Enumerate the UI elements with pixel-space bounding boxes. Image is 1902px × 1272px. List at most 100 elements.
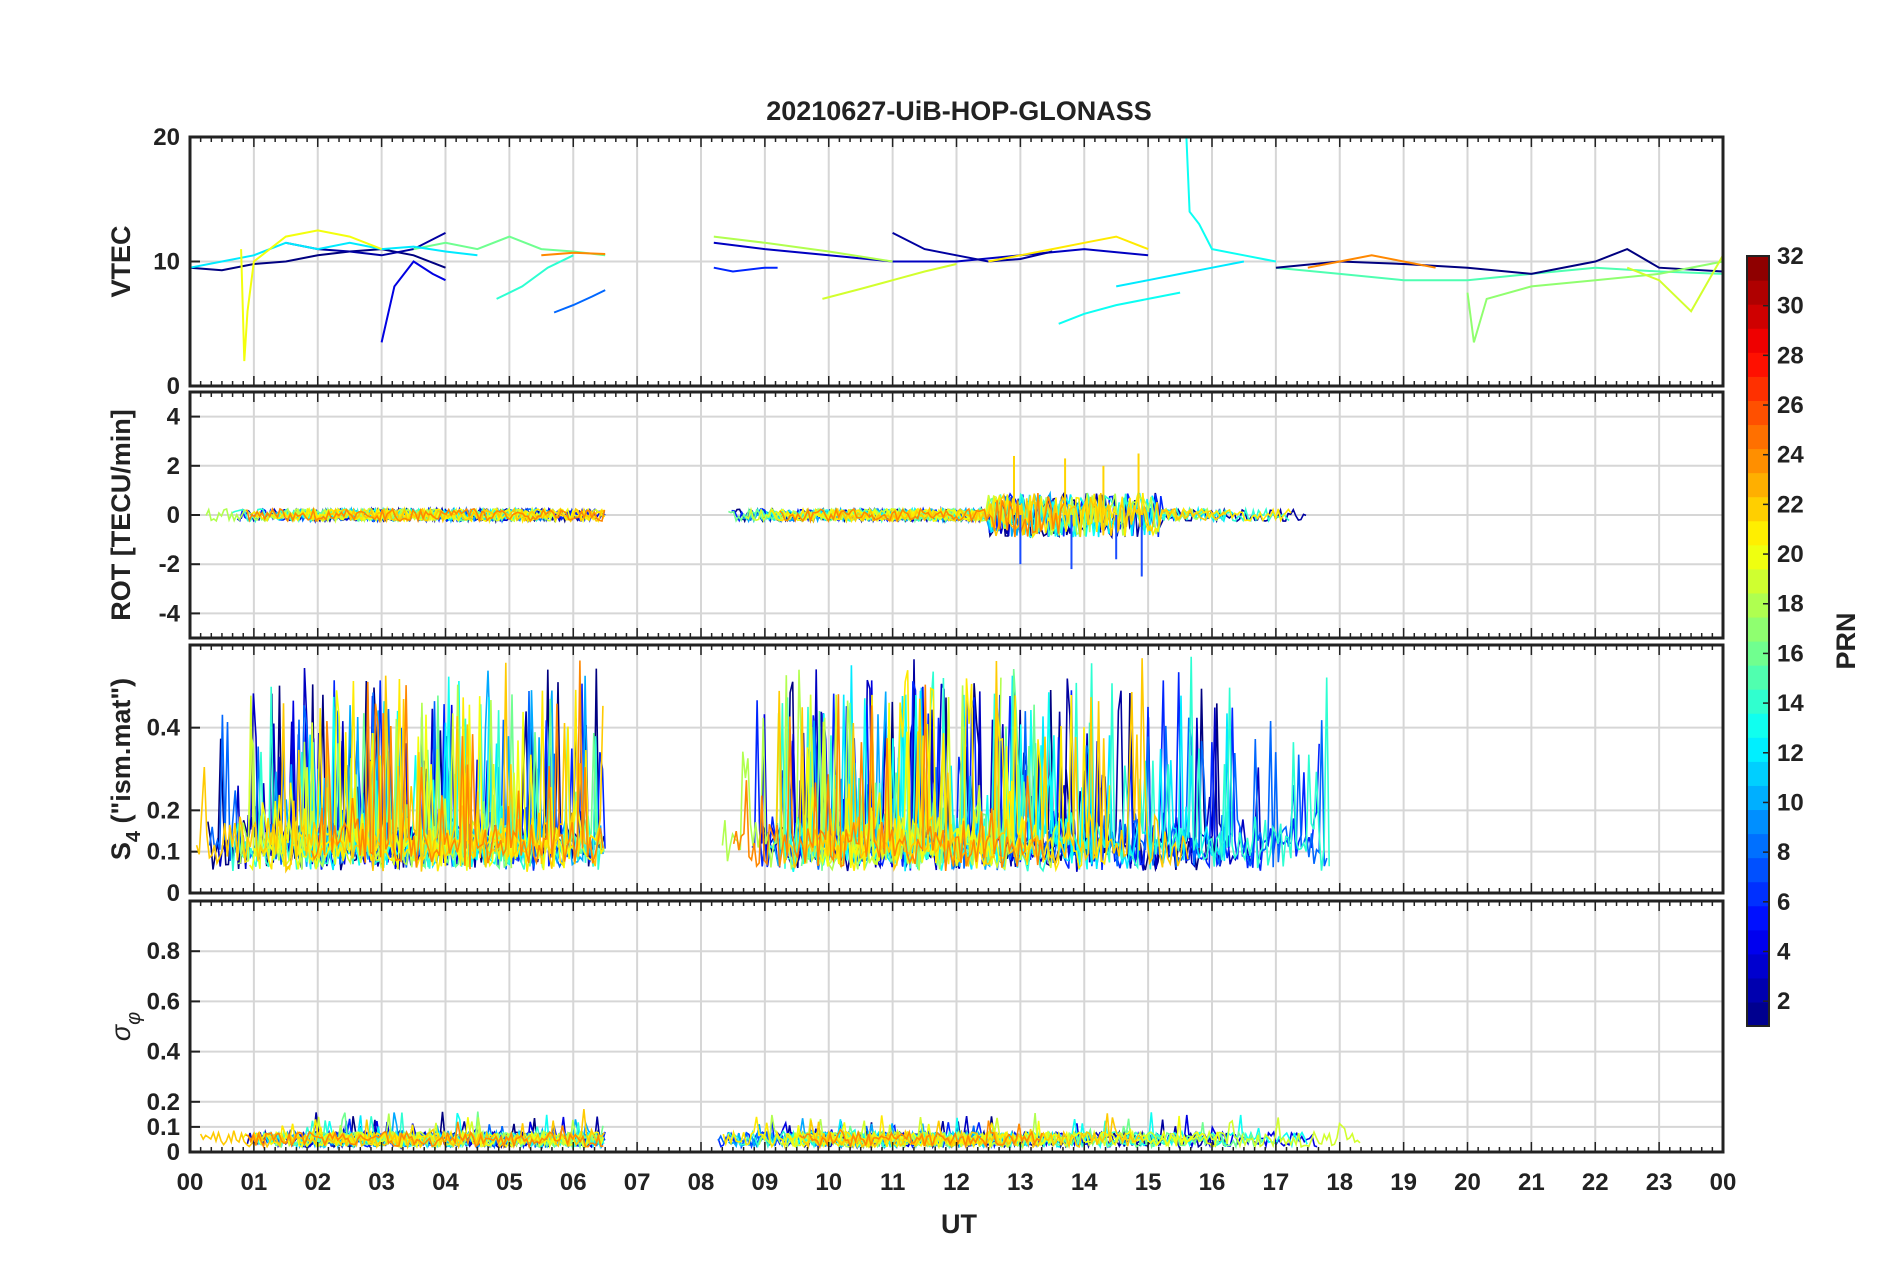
colorbar-swatch [1747, 256, 1769, 281]
y-tick-label: 0.1 [147, 839, 180, 866]
series-line-prn-19 [822, 263, 957, 300]
y-tick-label: 10 [153, 249, 180, 276]
colorbar-label: PRN [1831, 612, 1861, 669]
y-axis-label-subscript: 4 [123, 830, 145, 842]
colorbar-tick-label: 30 [1777, 293, 1804, 320]
colorbar-swatch [1747, 328, 1769, 353]
series-line-prn-13 [1058, 291, 1181, 325]
colorbar-swatch [1747, 400, 1769, 426]
colorbar-swatch [1747, 544, 1769, 570]
series-group [189, 136, 1724, 362]
colorbar-swatch [1747, 785, 1769, 811]
y-tick-label: 0.4 [147, 1039, 181, 1066]
colorbar-tick-label: 10 [1777, 789, 1804, 816]
colorbar-swatch [1747, 809, 1769, 835]
series-line-prn-19 [1626, 254, 1724, 313]
y-tick-label: 20 [153, 124, 180, 151]
x-tick-label: 11 [880, 1169, 905, 1196]
colorbar-tick-label: 32 [1777, 243, 1804, 270]
x-tick-labels: 00 01 02 03 04 05 06 07 08 09 10 11 12 13 14 15 16 17 18 19… [177, 1169, 1737, 1196]
colorbar-swatch [1747, 424, 1769, 450]
series-line-prn-22 [195, 662, 604, 874]
series-group [205, 453, 1307, 577]
x-tick-label: 13 [1007, 1169, 1034, 1196]
colorbar-tick-label: 28 [1777, 342, 1804, 369]
series-line-prn-17 [1466, 260, 1724, 343]
series-line-prn-20 [240, 229, 382, 362]
colorbar-swatch [1747, 953, 1769, 979]
colorbar-tick-label: 22 [1777, 491, 1804, 518]
x-tick-label: 03 [368, 1169, 395, 1196]
x-tick-label: 09 [752, 1169, 779, 1196]
series-line-prn-24 [779, 492, 1067, 538]
x-tick-label: 12 [943, 1169, 970, 1196]
y-tick-label: 0.4 [147, 715, 181, 742]
y-axis-label-main: σ [106, 1023, 136, 1041]
panel-vtec: 0 10 20 VTEC [106, 124, 1725, 400]
colorbar-tick-label: 18 [1777, 591, 1804, 618]
series-group [199, 1109, 1361, 1150]
colorbar-swatch [1747, 568, 1769, 594]
colorbar-swatch [1747, 280, 1769, 305]
colorbar-swatch [1747, 641, 1769, 666]
y-tick-label: 0.1 [147, 1114, 180, 1141]
x-tick-label: 05 [496, 1169, 523, 1196]
colorbar-swatch [1747, 376, 1769, 401]
colorbar-tick-label: 4 [1777, 938, 1791, 965]
panel-s4: 00.10.20.4S4 ("ism.mat") [106, 643, 1725, 907]
series-line-prn-14 [496, 254, 574, 300]
y-tick-label: 0.2 [147, 797, 180, 824]
y-tick-label: -4 [159, 600, 181, 627]
series-line-prn-4 [380, 260, 446, 343]
colorbar-frame [1746, 255, 1770, 1027]
series-line-prn-16 [413, 235, 606, 257]
series-line-prn-13 [1185, 136, 1277, 263]
x-tick-label: 19 [1390, 1169, 1417, 1196]
x-tick-label: 08 [688, 1169, 715, 1196]
y-tick-label: 4 [167, 404, 181, 431]
y-tick-label: 0 [167, 373, 180, 400]
chart-title: 20210627-UiB-HOP-GLONASS [766, 96, 1152, 126]
panel-sigma_phi: 00.10.2 0.4 0.6 0.8 σφ [106, 899, 1725, 1166]
colorbar-swatch [1747, 352, 1769, 377]
y-axis-label: σφ [106, 1012, 145, 1041]
colorbar-swatch [1747, 881, 1769, 907]
colorbar-swatch [1747, 929, 1769, 955]
series-line-prn-24 [1307, 254, 1436, 269]
y-tick-label: 0.8 [147, 938, 180, 965]
x-tick-label: 15 [1135, 1169, 1162, 1196]
colorbar-tick-label: 26 [1777, 392, 1804, 419]
series-line-prn-6 [713, 266, 778, 273]
colorbar-tick-label: 20 [1777, 541, 1804, 568]
series-line-prn-24 [732, 684, 1047, 871]
x-tick-label: 02 [304, 1169, 331, 1196]
y-tick-label: 0 [167, 502, 180, 529]
colorbar-swatch [1747, 616, 1769, 642]
colorbar-swatch [1747, 761, 1769, 786]
x-tick-label: 06 [560, 1169, 587, 1196]
colorbar-swatch [1747, 689, 1769, 714]
colorbar-tick-label: 16 [1777, 640, 1804, 667]
series-line-prn-12 [1116, 260, 1245, 288]
series-line-prn-24 [541, 251, 606, 257]
series-group [195, 656, 1330, 874]
colorbar-tick-label: 8 [1777, 839, 1790, 866]
colorbar-swatch [1747, 520, 1769, 546]
series-line-prn-1 [189, 248, 446, 272]
y-tick-label: 0.2 [147, 1089, 180, 1116]
series-line-prn-24 [798, 1120, 1043, 1150]
colorbar-tick-label: 14 [1777, 690, 1804, 717]
series-line-prn-24 [246, 506, 606, 524]
x-tick-label: 14 [1071, 1169, 1098, 1196]
y-axis-label-rest: ("ism.mat") [106, 678, 136, 831]
x-tick-label: 18 [1326, 1169, 1353, 1196]
series-line-prn-2 [892, 232, 1053, 263]
x-axis-label: UT [941, 1209, 977, 1239]
panel-rot: -4 -2 0 2 4 ROT [TECU/min] [106, 390, 1725, 640]
colorbar-swatch [1747, 592, 1769, 618]
series-line-prn-24 [245, 1121, 604, 1150]
colorbar-swatch [1747, 665, 1769, 690]
x-tick-label: 23 [1646, 1169, 1673, 1196]
